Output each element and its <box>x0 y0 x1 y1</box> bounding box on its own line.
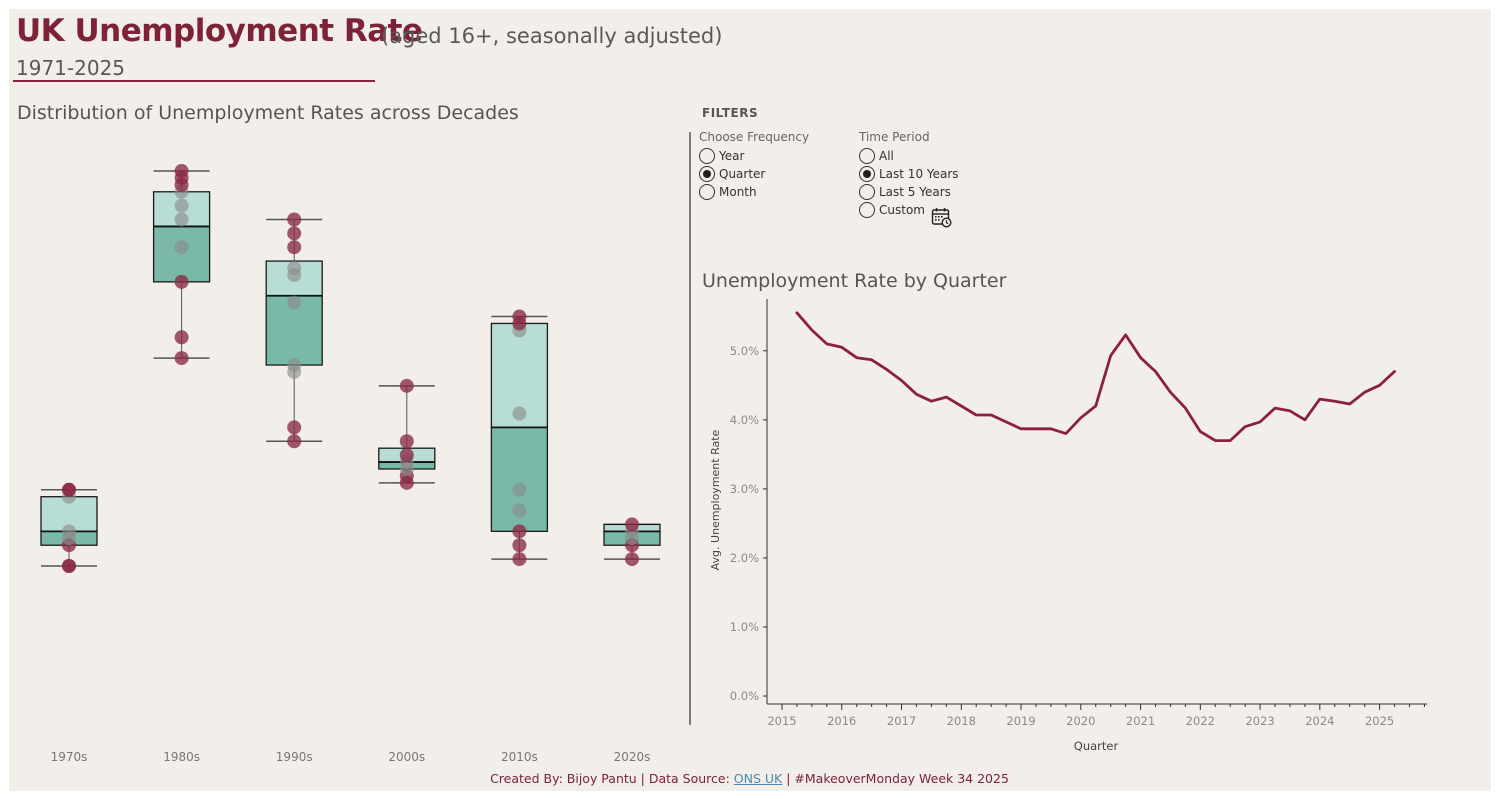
data-point <box>287 358 302 373</box>
footer-prefix: Created By: Bijoy Pantu | Data Source: <box>490 771 734 786</box>
radio-button[interactable] <box>859 148 875 164</box>
decade-axis-label: 2010s <box>501 750 538 764</box>
x-tick-label: 2016 <box>827 714 856 728</box>
x-axis-title: Quarter <box>1074 739 1119 753</box>
radio-button[interactable] <box>859 202 875 218</box>
radio-button-selected[interactable] <box>859 166 875 182</box>
panel-divider <box>689 132 691 725</box>
data-point <box>174 163 189 178</box>
data-point <box>625 517 639 532</box>
time-period-option-custom[interactable]: Custom <box>859 201 959 219</box>
data-point <box>399 434 414 449</box>
box-group-1980s <box>152 170 211 359</box>
data-point <box>174 274 189 289</box>
data-point <box>287 434 302 449</box>
x-tick-label: 2018 <box>947 714 976 728</box>
time-period-option-label: Custom <box>879 203 925 217</box>
radio-button[interactable] <box>699 184 715 200</box>
y-tick-label: 1.0% <box>730 620 759 634</box>
decade-axis-label: 1980s <box>163 750 200 764</box>
line-chart: 0.0% 1.0% 2.0% 3.0% 4.0% 5.0% 2015 2016 2017 2018… <box>709 299 1427 753</box>
data-point <box>287 420 302 435</box>
time-period-option-label: Last 10 Years <box>879 167 959 181</box>
data-point <box>287 226 302 241</box>
frequency-filter-label: Choose Frequency <box>699 130 810 144</box>
x-tick-label: 2019 <box>1006 714 1035 728</box>
time-period-option-label: Last 5 Years <box>879 185 951 199</box>
data-point <box>174 198 189 213</box>
filters-heading: FILTERS <box>702 106 759 120</box>
frequency-option-label: Year <box>719 149 745 163</box>
data-point <box>512 482 527 497</box>
time-period-option-last-10-years[interactable]: Last 10 Years <box>859 165 959 183</box>
frequency-option-label: Quarter <box>719 167 766 181</box>
decade-axis-label: 2020s <box>614 750 651 764</box>
data-point <box>287 240 302 255</box>
frequency-filter: Choose Frequency Year Quarter Month <box>699 130 809 201</box>
data-point <box>512 538 527 553</box>
radio-button[interactable] <box>699 148 715 164</box>
data-point <box>174 351 189 366</box>
frequency-option-month[interactable]: Month <box>699 183 809 201</box>
data-point <box>287 295 302 310</box>
source-link[interactable]: ONS UK <box>733 771 783 786</box>
box-plot-chart: 1970s 1980s 1990s 2000s 2010s 2020s <box>40 163 661 764</box>
x-tick-label: 2015 <box>767 714 796 728</box>
y-tick-label: 3.0% <box>730 482 759 496</box>
data-point <box>174 330 189 345</box>
footer-suffix: | #MakeoverMonday Week 34 2025 <box>782 771 1009 786</box>
data-point <box>625 552 639 567</box>
y-axis-title: Avg. Unemployment Rate <box>709 429 722 570</box>
unemployment-rate-line <box>795 311 1396 443</box>
box-chart-title: Distribution of Unemployment Rates acros… <box>17 102 519 124</box>
dashboard-title: UK Unemployment Rate <box>16 13 423 49</box>
footer-credits: Created By: Bijoy Pantu | Data Source: O… <box>0 771 1499 786</box>
box-group-2010s <box>490 315 549 560</box>
data-point <box>62 524 76 539</box>
y-tick-label: 0.0% <box>730 689 759 703</box>
data-point <box>287 261 302 276</box>
time-period-option-last-5-years[interactable]: Last 5 Years <box>859 183 959 201</box>
data-point <box>512 503 527 518</box>
x-tick-label: 2022 <box>1186 714 1215 728</box>
frequency-option-label: Month <box>719 185 757 199</box>
data-point <box>62 559 76 573</box>
decade-axis-label: 1990s <box>276 750 313 764</box>
frequency-option-quarter[interactable]: Quarter <box>699 165 809 183</box>
decade-axis-label: 1970s <box>51 750 88 764</box>
dashboard-subtitle: (aged 16+, seasonally adjusted) <box>381 24 723 48</box>
radio-button[interactable] <box>859 184 875 200</box>
data-point <box>512 406 527 421</box>
title-underline <box>13 80 375 82</box>
calendar-icon[interactable] <box>931 207 952 228</box>
x-tick-label: 2021 <box>1126 714 1155 728</box>
dashboard-years: 1971-2025 <box>16 56 126 80</box>
x-tick-label: 2020 <box>1066 714 1095 728</box>
decade-axis-label: 2000s <box>388 750 425 764</box>
time-period-option-all[interactable]: All <box>859 147 959 165</box>
time-period-filter: Time Period All Last 10 Years Last 5 Yea… <box>859 130 959 219</box>
data-point <box>399 378 414 393</box>
time-period-option-label: All <box>879 149 894 163</box>
data-point <box>62 482 76 497</box>
x-tick-label: 2025 <box>1365 714 1394 728</box>
x-tick-label: 2017 <box>887 714 916 728</box>
x-tick-label: 2024 <box>1305 714 1334 728</box>
x-tick-label: 2023 <box>1245 714 1274 728</box>
dashboard-canvas <box>9 9 1491 791</box>
y-tick-label: 4.0% <box>730 413 759 427</box>
frequency-option-year[interactable]: Year <box>699 147 809 165</box>
time-period-filter-label: Time Period <box>859 130 930 144</box>
data-point <box>512 552 527 567</box>
y-tick-label: 2.0% <box>730 551 759 565</box>
data-point <box>512 309 527 324</box>
data-point <box>174 212 189 227</box>
data-point <box>399 448 414 463</box>
data-point <box>287 212 302 227</box>
y-tick-label: 5.0% <box>730 344 759 358</box>
line-chart-title: Unemployment Rate by Quarter <box>702 270 1007 292</box>
data-point <box>512 524 527 539</box>
data-point <box>174 240 189 255</box>
radio-button-selected[interactable] <box>699 166 715 182</box>
